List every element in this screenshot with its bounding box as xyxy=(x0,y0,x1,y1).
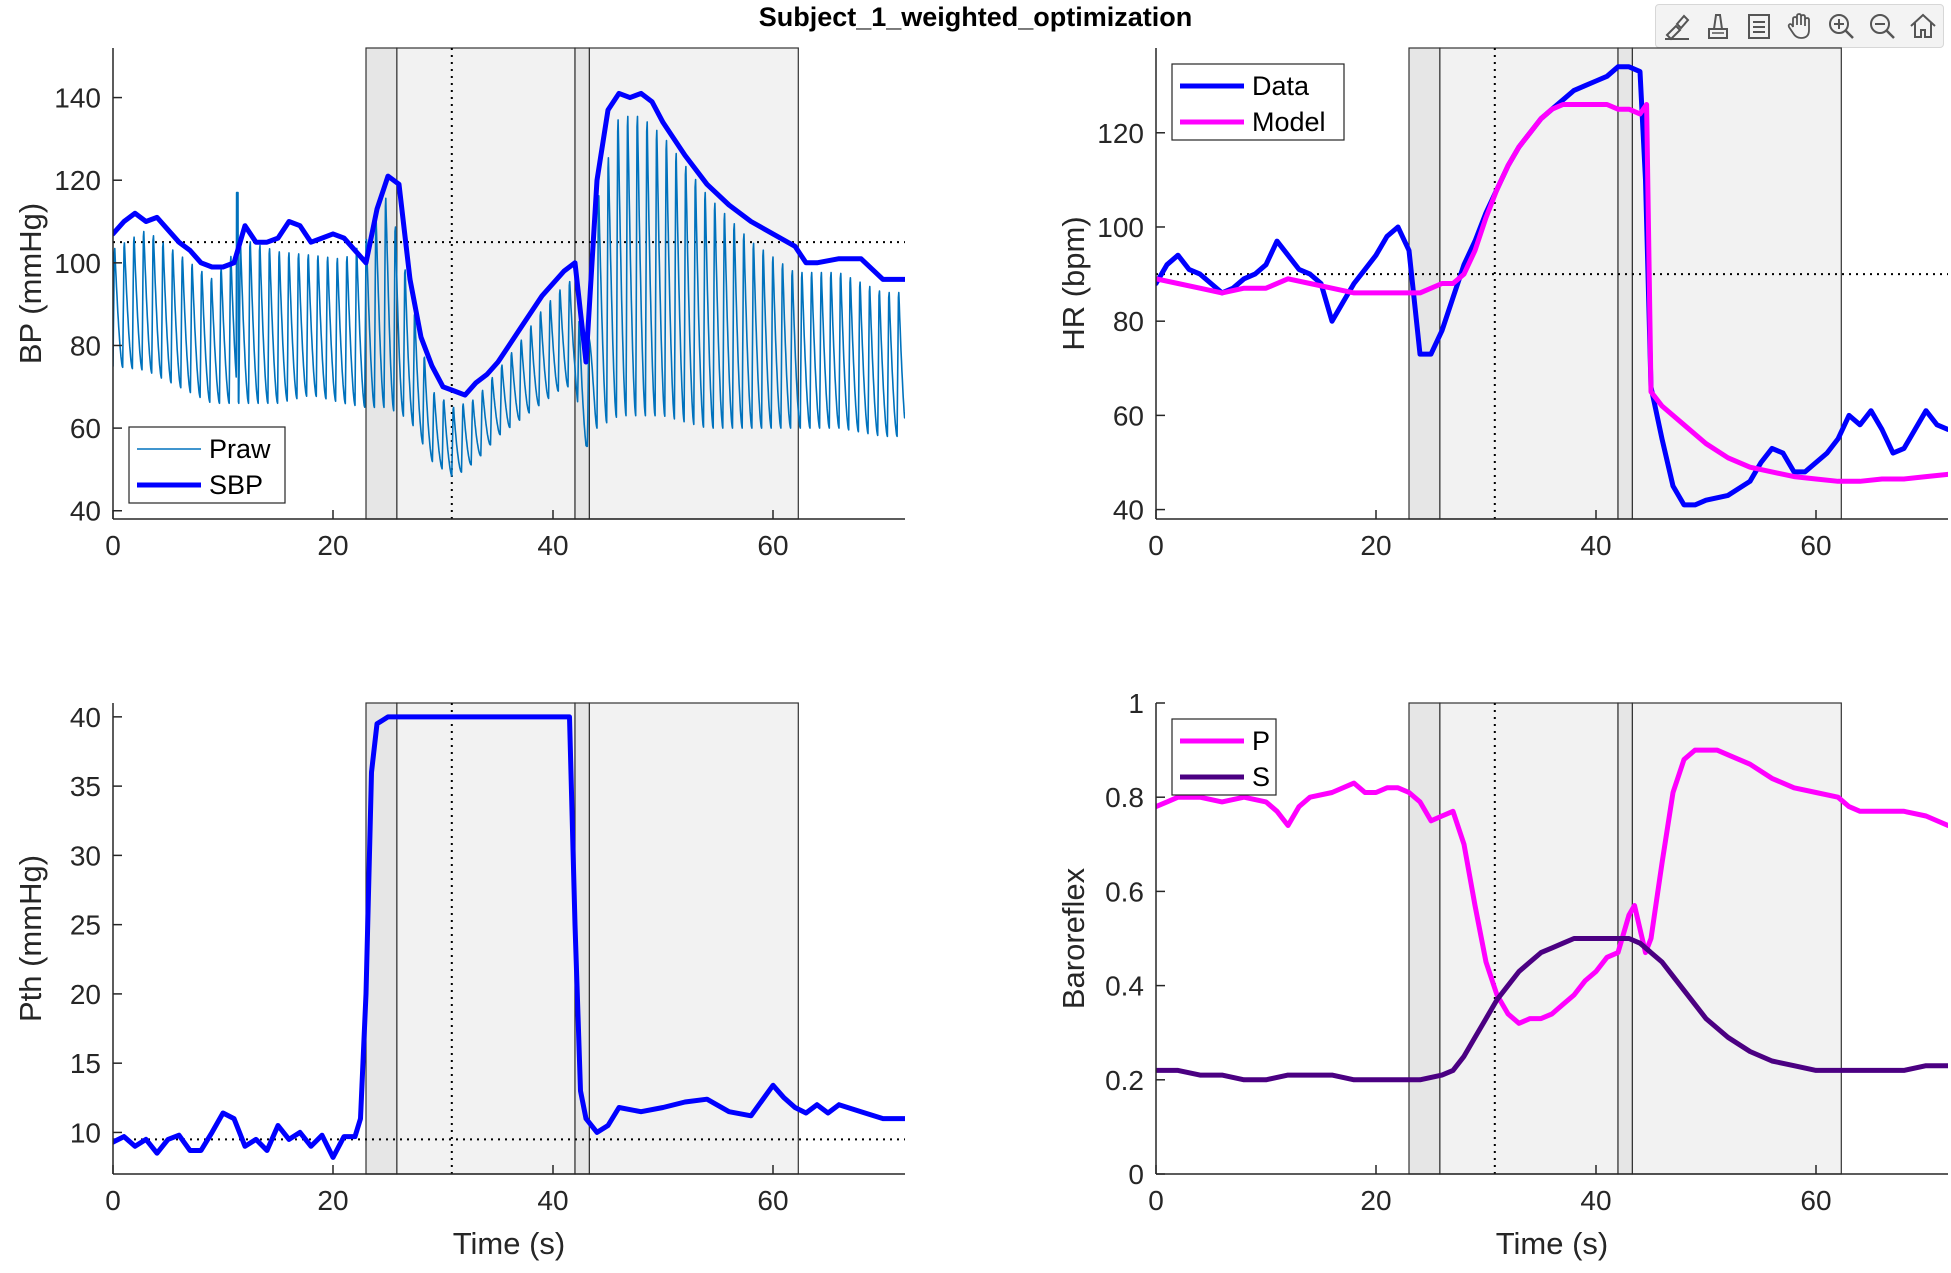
data-cursor-button[interactable] xyxy=(1697,5,1738,47)
baro-y-tick-label: 0.2 xyxy=(1105,1065,1144,1096)
baro-phase-dark-0 xyxy=(1408,702,1441,1175)
pth-y-tick-label: 20 xyxy=(70,979,101,1010)
colorbar-icon xyxy=(1747,14,1770,39)
bp-y-tick-label: 60 xyxy=(70,413,101,444)
bp-series-sbp xyxy=(113,90,905,398)
hr-y-tick-label: 60 xyxy=(1113,400,1144,431)
colorbar-button[interactable] xyxy=(1738,5,1779,47)
bp-y-axis-label: BP (mmHg) xyxy=(13,203,48,364)
baro-x-tick-label: 20 xyxy=(1360,1185,1391,1216)
bp-phase-dark-0 xyxy=(365,47,398,520)
home-icon xyxy=(1909,13,1936,38)
bp-y-tick-label: 40 xyxy=(70,496,101,527)
bp-y-tick-label: 100 xyxy=(54,248,101,279)
pan-button[interactable] xyxy=(1779,5,1820,47)
baro-phase-light-1 xyxy=(1631,702,1842,1175)
hr-phase-light-1 xyxy=(1631,47,1842,520)
bp-legend-label: Praw xyxy=(209,434,271,464)
hr-y-axis-label: HR (bpm) xyxy=(1056,216,1091,350)
baro-x-axis-label: Time (s) xyxy=(1496,1226,1609,1261)
hr-y-tick-label: 40 xyxy=(1113,495,1144,526)
baro-legend[interactable]: PS xyxy=(1171,718,1277,796)
hr-x-tick-label: 20 xyxy=(1360,530,1391,561)
baro-y-tick-label: 1 xyxy=(1128,688,1144,719)
bp-phase-light-0 xyxy=(396,47,576,520)
bp-x-tick-label: 40 xyxy=(537,530,568,561)
baro-y-tick-label: 0.6 xyxy=(1105,876,1144,907)
hr-axes: 0 20 40 60 40 60 80 100 120 HR (bpm) Data Model xyxy=(1056,47,1948,561)
hr-legend-label: Model xyxy=(1252,107,1326,137)
zoom-in-icon xyxy=(1828,14,1854,39)
bp-series-praw xyxy=(113,115,905,477)
restore-view-button[interactable] xyxy=(1902,5,1943,47)
pan-hand-icon xyxy=(1787,13,1810,39)
pth-x-tick-label: 40 xyxy=(537,1185,568,1216)
baro-legend-label: S xyxy=(1252,762,1270,792)
pth-x-tick-label: 20 xyxy=(317,1185,348,1216)
pth-y-tick-label: 40 xyxy=(70,702,101,733)
hr-y-tick-label: 120 xyxy=(1097,118,1144,149)
bp-y-tick-label: 120 xyxy=(54,165,101,196)
pth-x-tick-label: 60 xyxy=(757,1185,788,1216)
bp-y-tick-label: 140 xyxy=(54,83,101,114)
baro-series-s xyxy=(1156,936,1948,1083)
brush-icon xyxy=(1664,14,1689,41)
pth-x-tick-label: 0 xyxy=(105,1185,121,1216)
pth-x-axis-label: Time (s) xyxy=(453,1226,566,1261)
hr-x-tick-label: 0 xyxy=(1148,530,1164,561)
zoom-in-button[interactable] xyxy=(1820,5,1861,47)
data-cursor-icon xyxy=(1707,14,1728,39)
pth-y-tick-label: 15 xyxy=(70,1048,101,1079)
hr-x-tick-label: 60 xyxy=(1800,530,1831,561)
hr-phase-dark-1 xyxy=(1617,47,1633,520)
baro-y-tick-label: 0 xyxy=(1128,1159,1144,1190)
baro-x-tick-label: 60 xyxy=(1800,1185,1831,1216)
hr-phase-dark-0 xyxy=(1408,47,1441,520)
hr-legend[interactable]: Data Model xyxy=(1171,63,1345,141)
baro-x-tick-label: 40 xyxy=(1580,1185,1611,1216)
bp-x-tick-label: 60 xyxy=(757,530,788,561)
baro-y-tick-label: 0.8 xyxy=(1105,782,1144,813)
baro-y-tick-label: 0.4 xyxy=(1105,971,1144,1002)
bp-y-tick-label: 80 xyxy=(70,330,101,361)
pth-axes: 0 20 40 60 10 15 20 25 30 35 40 Pth (mmHg) Time (s) xyxy=(13,702,905,1261)
bp-x-tick-label: 20 xyxy=(317,530,348,561)
baro-axes: 0 20 40 60 0 0.2 0.4 0.6 0.8 1 Baroreflex Time (s) P… xyxy=(1056,688,1948,1261)
hr-y-tick-label: 80 xyxy=(1113,306,1144,337)
pth-y-tick-label: 35 xyxy=(70,771,101,802)
axes-toolbar xyxy=(1655,4,1944,48)
bp-axes: 0 20 40 60 40 60 80 100 120 140 BP (mmHg) Praw SBP xyxy=(13,47,905,561)
pth-y-tick-label: 10 xyxy=(70,1117,101,1148)
figure-title: Subject_1_weighted_optimization xyxy=(758,2,1193,32)
bp-x-tick-label: 0 xyxy=(105,530,121,561)
pth-y-tick-label: 25 xyxy=(70,910,101,941)
pth-series-line xyxy=(113,714,905,1160)
baro-series-p xyxy=(1156,747,1948,1026)
hr-series-model xyxy=(1156,102,1948,484)
pth-y-axis-label: Pth (mmHg) xyxy=(13,855,48,1022)
zoom-out-button[interactable] xyxy=(1861,5,1902,47)
pth-phase-light-0 xyxy=(396,702,576,1175)
baro-legend-label: P xyxy=(1252,726,1270,756)
zoom-out-icon xyxy=(1869,14,1895,39)
bp-legend-label: SBP xyxy=(209,470,263,500)
hr-x-tick-label: 40 xyxy=(1580,530,1611,561)
bp-legend[interactable]: Praw SBP xyxy=(128,426,286,504)
baro-y-axis-label: Baroreflex xyxy=(1056,867,1091,1009)
brush-button[interactable] xyxy=(1656,5,1697,47)
hr-y-tick-label: 100 xyxy=(1097,212,1144,243)
hr-phase-light-0 xyxy=(1439,47,1619,520)
pth-y-tick-label: 30 xyxy=(70,840,101,871)
baro-x-tick-label: 0 xyxy=(1148,1185,1164,1216)
hr-legend-label: Data xyxy=(1252,71,1310,101)
